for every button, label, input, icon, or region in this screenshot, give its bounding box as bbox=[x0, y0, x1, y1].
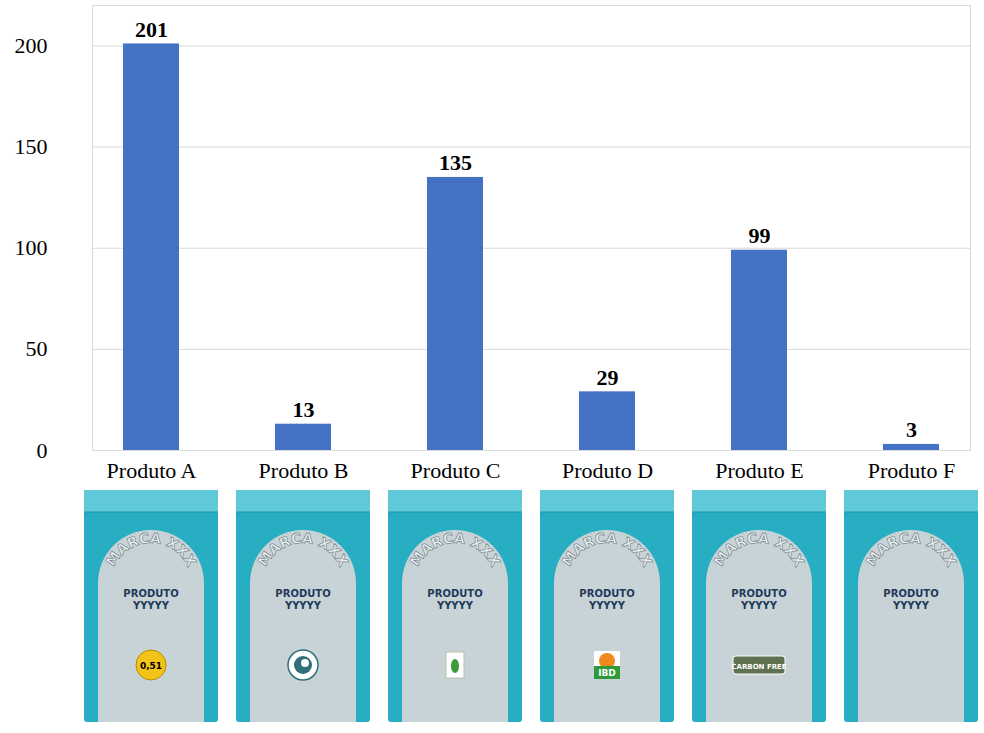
svg-text:MARCA XXX: MARCA XXX bbox=[711, 530, 808, 569]
svg-text:200: 200 bbox=[15, 33, 48, 58]
svg-text:100: 100 bbox=[15, 235, 48, 260]
svg-text:Produto C: Produto C bbox=[411, 458, 501, 483]
svg-text:201: 201 bbox=[135, 17, 168, 42]
svg-text:Produto D: Produto D bbox=[562, 458, 653, 483]
svg-text:0,51: 0,51 bbox=[140, 661, 162, 671]
svg-text:Produto A: Produto A bbox=[107, 458, 197, 483]
svg-text:0: 0 bbox=[37, 438, 48, 463]
svg-text:150: 150 bbox=[15, 134, 48, 159]
svg-text:YYYYY: YYYYY bbox=[740, 600, 778, 611]
svg-text:YYYYY: YYYYY bbox=[588, 600, 626, 611]
svg-text:MARCA XXX: MARCA XXX bbox=[559, 530, 656, 569]
svg-text:MARCA XXX: MARCA XXX bbox=[863, 530, 960, 569]
svg-text:MARCA XXX: MARCA XXX bbox=[407, 530, 504, 569]
svg-text:CARBON FREE: CARBON FREE bbox=[731, 663, 786, 671]
svg-text:PRODUTO: PRODUTO bbox=[427, 588, 482, 599]
svg-text:YYYYY: YYYYY bbox=[436, 600, 474, 611]
svg-text:YYYYY: YYYYY bbox=[132, 600, 170, 611]
svg-text:PRODUTO: PRODUTO bbox=[579, 588, 634, 599]
svg-text:99: 99 bbox=[749, 223, 771, 248]
svg-text:YYYYY: YYYYY bbox=[892, 600, 930, 611]
svg-text:50: 50 bbox=[26, 336, 48, 361]
svg-text:13: 13 bbox=[293, 397, 315, 422]
svg-text:YYYYY: YYYYY bbox=[284, 600, 322, 611]
svg-text:PRODUTO: PRODUTO bbox=[123, 588, 178, 599]
svg-text:MARCA XXX: MARCA XXX bbox=[255, 530, 352, 569]
svg-text:PRODUTO: PRODUTO bbox=[275, 588, 330, 599]
svg-text:29: 29 bbox=[597, 365, 619, 390]
svg-text:Produto B: Produto B bbox=[259, 458, 349, 483]
svg-text:Produto E: Produto E bbox=[715, 458, 804, 483]
svg-text:PRODUTO: PRODUTO bbox=[883, 588, 938, 599]
svg-text:PRODUTO: PRODUTO bbox=[731, 588, 786, 599]
svg-text:3: 3 bbox=[906, 417, 917, 442]
svg-text:IBD: IBD bbox=[598, 668, 616, 678]
svg-text:135: 135 bbox=[439, 150, 472, 175]
svg-text:Produto F: Produto F bbox=[868, 458, 955, 483]
svg-text:MARCA XXX: MARCA XXX bbox=[103, 530, 200, 569]
